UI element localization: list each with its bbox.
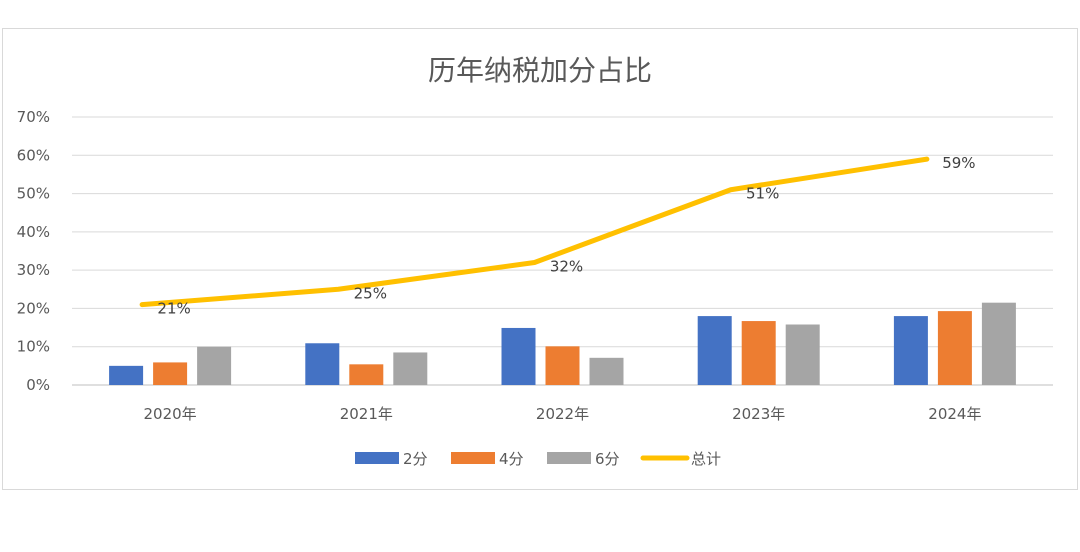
bar bbox=[349, 364, 384, 385]
legend-swatch bbox=[355, 452, 399, 464]
data-label: 21% bbox=[157, 300, 190, 318]
y-tick-label: 40% bbox=[17, 223, 50, 241]
bar-series bbox=[109, 302, 1016, 385]
legend-label: 4分 bbox=[499, 450, 524, 468]
x-tick-label: 2020年 bbox=[144, 405, 197, 423]
x-axis-ticks: 2020年 2021年 2022年 2023年 2024年 bbox=[144, 405, 982, 423]
y-axis-ticks: 0% 10% 20% 30% 40% 50% 60% 70% bbox=[17, 108, 50, 394]
y-tick-label: 70% bbox=[17, 108, 50, 126]
y-tick-label: 60% bbox=[17, 146, 50, 164]
bar bbox=[893, 316, 928, 385]
gridlines bbox=[72, 116, 1053, 386]
total-line bbox=[139, 156, 930, 308]
bar bbox=[785, 324, 820, 385]
bar bbox=[393, 352, 428, 385]
legend-swatch bbox=[547, 452, 591, 464]
bar bbox=[109, 365, 144, 385]
y-tick-label: 50% bbox=[17, 185, 50, 203]
y-tick-label: 20% bbox=[17, 299, 50, 317]
y-tick-label: 0% bbox=[26, 376, 50, 394]
bar bbox=[153, 362, 188, 385]
legend-item: 4分 bbox=[451, 450, 524, 468]
line-series bbox=[139, 156, 930, 308]
data-label: 59% bbox=[942, 154, 975, 172]
bar bbox=[937, 311, 972, 385]
legend-item: 6分 bbox=[547, 450, 620, 468]
bar bbox=[197, 346, 232, 385]
x-tick-label: 2021年 bbox=[340, 405, 393, 423]
legend-label: 总计 bbox=[691, 450, 721, 468]
bar bbox=[741, 321, 776, 385]
x-tick-label: 2023年 bbox=[732, 405, 785, 423]
legend-item: 2分 bbox=[355, 450, 428, 468]
bar bbox=[305, 343, 340, 385]
legend-swatch bbox=[451, 452, 495, 464]
legend-label: 2分 bbox=[403, 450, 428, 468]
y-tick-label: 30% bbox=[17, 261, 50, 279]
legend-label: 6分 bbox=[595, 450, 620, 468]
bar bbox=[501, 327, 536, 385]
data-labels: 21% 25% 32% 51% 59% bbox=[157, 154, 975, 317]
data-label: 32% bbox=[550, 257, 583, 275]
y-tick-label: 10% bbox=[17, 338, 50, 356]
legend-item: 总计 bbox=[640, 450, 721, 468]
bar bbox=[981, 302, 1016, 385]
bar bbox=[697, 316, 732, 385]
bar bbox=[545, 346, 580, 385]
x-tick-label: 2024年 bbox=[928, 405, 981, 423]
data-label: 25% bbox=[354, 284, 387, 302]
data-label: 51% bbox=[746, 185, 779, 203]
x-tick-label: 2022年 bbox=[536, 405, 589, 423]
bar bbox=[589, 357, 624, 385]
legend: 2分 4分 6分 总计 bbox=[355, 450, 721, 468]
chart-title: 历年纳税加分占比 bbox=[428, 54, 652, 87]
